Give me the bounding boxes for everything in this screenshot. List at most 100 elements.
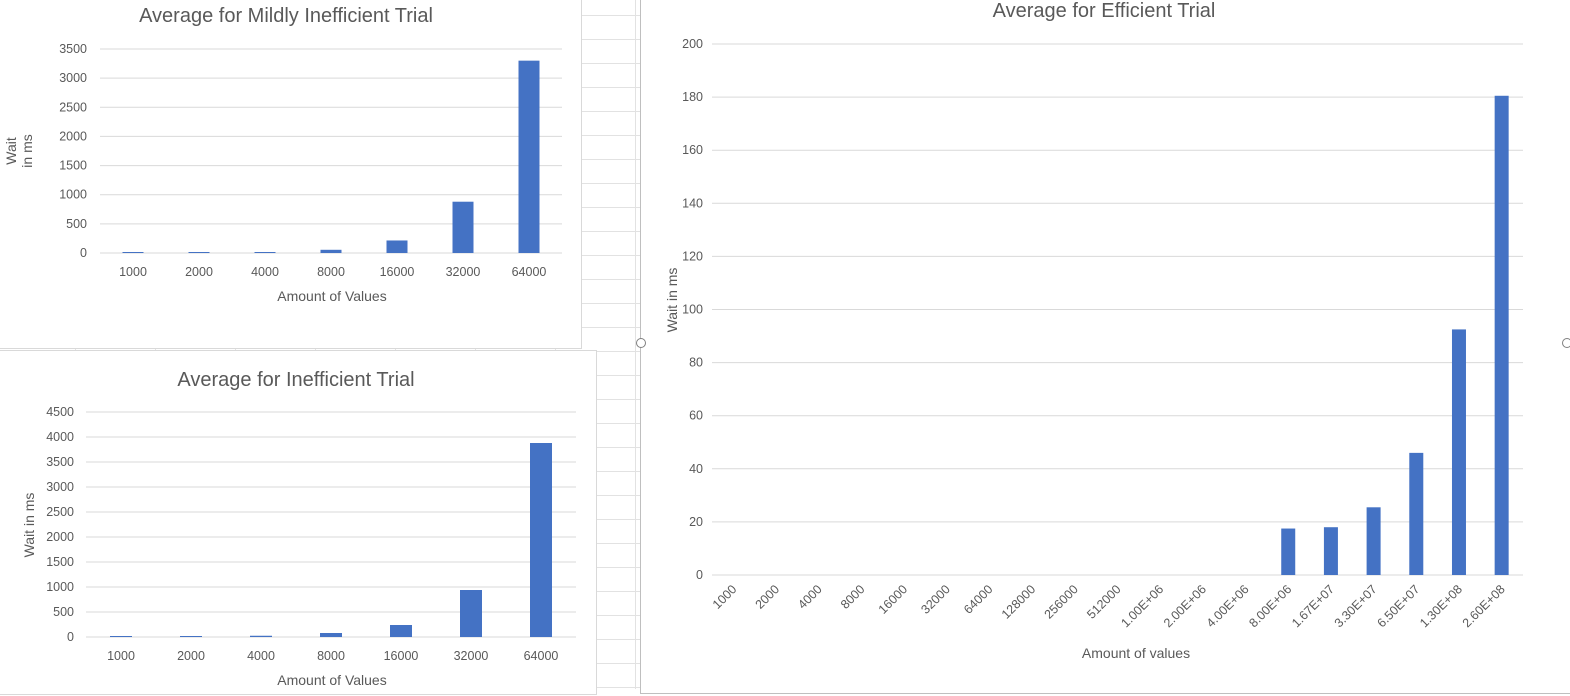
x-tick-label: 4.00E+06 [1204, 582, 1252, 630]
x-tick-label: 8000 [317, 649, 345, 663]
y-tick-label: 160 [682, 143, 703, 157]
y-axis-label-line: Wait [3, 137, 19, 165]
y-tick-label: 180 [682, 90, 703, 104]
x-tick-label: 4000 [251, 265, 279, 279]
resize-handle-left[interactable] [636, 338, 646, 348]
efficient-chart[interactable]: Average for Efficient Trial 0 20 40 60 80 100 1… [640, 0, 1570, 694]
x-tick-label: 1.67E+07 [1289, 582, 1337, 630]
y-tick-label: 140 [682, 196, 703, 210]
x-axis-label: Amount of Values [277, 288, 386, 304]
bar[interactable] [1366, 507, 1381, 575]
x-tick-label: 2000 [177, 649, 205, 663]
x-tick-label: 1000 [119, 265, 147, 279]
bar[interactable] [110, 636, 132, 637]
y-tick-label: 3500 [59, 42, 87, 56]
x-tick-label: 64000 [512, 265, 547, 279]
y-tick-label: 2500 [59, 100, 87, 114]
mildly-inefficient-chart[interactable]: Average for Mildly Inefficient Trial 0 500… [0, 0, 582, 349]
chart-title: Average for Mildly Inefficient Trial [139, 5, 433, 27]
bar[interactable] [386, 240, 408, 253]
x-tick-label: 8.00E+06 [1246, 582, 1294, 630]
y-tick-label: 40 [689, 462, 703, 476]
y-tick-label: 120 [682, 249, 703, 263]
bar[interactable] [452, 201, 474, 253]
y-axis-label: Wait in ms [664, 268, 680, 333]
y-tick-label: 200 [682, 37, 703, 51]
bar[interactable] [1494, 95, 1509, 576]
y-tick-label: 500 [66, 217, 87, 231]
y-tick-label: 0 [80, 246, 87, 260]
x-tick-label: 512000 [1084, 582, 1123, 621]
x-tick-label: 2000 [753, 582, 783, 612]
y-tick-label: 0 [67, 630, 74, 644]
bar[interactable] [518, 60, 540, 254]
y-tick-label: 100 [682, 303, 703, 317]
x-tick-label: 4000 [247, 649, 275, 663]
x-tick-label: 2000 [185, 265, 213, 279]
bar[interactable] [188, 252, 210, 253]
y-tick-label: 20 [689, 515, 703, 529]
x-tick-label: 6.50E+07 [1374, 582, 1422, 630]
y-axis-label-line: Wait in ms [21, 493, 37, 558]
bar[interactable] [1323, 527, 1338, 575]
x-tick-label: 1000 [107, 649, 135, 663]
bar[interactable] [1281, 528, 1296, 575]
x-tick-label: 64000 [524, 649, 559, 663]
bar[interactable] [180, 636, 202, 637]
y-tick-label: 1500 [46, 555, 74, 569]
x-axis-label: Amount of Values [277, 672, 386, 688]
y-axis-label-line: Wait in ms [664, 268, 680, 333]
y-tick-label: 1000 [59, 188, 87, 202]
x-tick-label: 2.60E+08 [1460, 582, 1508, 630]
x-tick-label: 32000 [454, 649, 489, 663]
y-tick-label: 80 [689, 356, 703, 370]
y-tick-label: 2000 [46, 530, 74, 544]
y-tick-label: 2500 [46, 505, 74, 519]
y-tick-label: 3000 [59, 71, 87, 85]
y-tick-label: 2000 [59, 129, 87, 143]
y-tick-label: 4500 [46, 405, 74, 419]
x-tick-label: 8000 [838, 582, 868, 612]
bar[interactable] [1409, 452, 1424, 575]
x-tick-label: 32000 [446, 265, 481, 279]
y-tick-label: 4000 [46, 430, 74, 444]
bar[interactable] [122, 252, 144, 253]
x-tick-label: 3.30E+07 [1332, 582, 1380, 630]
x-tick-label: 32000 [918, 582, 953, 617]
bar[interactable] [320, 249, 342, 253]
y-axis-label: Wait in ms [21, 493, 37, 558]
y-axis-label-line: in ms [19, 134, 35, 167]
y-tick-label: 3500 [46, 455, 74, 469]
bar[interactable] [254, 252, 276, 253]
x-tick-label: 256000 [1042, 582, 1081, 621]
x-tick-label: 8000 [317, 265, 345, 279]
resize-handle-right[interactable] [1562, 338, 1570, 348]
bar[interactable] [250, 635, 272, 637]
bar[interactable] [390, 625, 412, 637]
y-tick-label: 3000 [46, 480, 74, 494]
x-tick-label: 128000 [999, 582, 1038, 621]
bar[interactable] [320, 633, 342, 637]
mildly-inefficient-chart-svg: Average for Mildly Inefficient Trial 0 500… [3, 5, 562, 304]
y-tick-label: 1000 [46, 580, 74, 594]
x-tick-label: 4000 [795, 582, 825, 612]
x-tick-label: 64000 [961, 582, 996, 617]
x-tick-label: 2.00E+06 [1161, 582, 1209, 630]
bar[interactable] [1451, 329, 1466, 575]
y-tick-label: 500 [53, 605, 74, 619]
chart-title: Average for Efficient Trial [993, 0, 1216, 22]
bar[interactable] [460, 590, 482, 637]
efficient-chart-svg: Average for Efficient Trial 0 20 40 60 80 100 1… [664, 0, 1523, 661]
bar[interactable] [530, 443, 552, 637]
y-axis-label: Waitin ms [3, 134, 35, 167]
x-tick-label: 16000 [380, 265, 415, 279]
x-axis-label: Amount of values [1082, 645, 1190, 661]
chart-title: Average for Inefficient Trial [177, 369, 414, 391]
x-tick-label: 1000 [710, 582, 740, 612]
inefficient-chart[interactable]: Average for Inefficient Trial 0 500 1000 150… [0, 350, 597, 695]
x-tick-label: 16000 [876, 582, 911, 617]
x-tick-label: 16000 [384, 649, 419, 663]
inefficient-chart-svg: Average for Inefficient Trial 0 500 1000 150… [21, 369, 576, 688]
y-tick-label: 0 [696, 568, 703, 582]
y-tick-label: 1500 [59, 159, 87, 173]
